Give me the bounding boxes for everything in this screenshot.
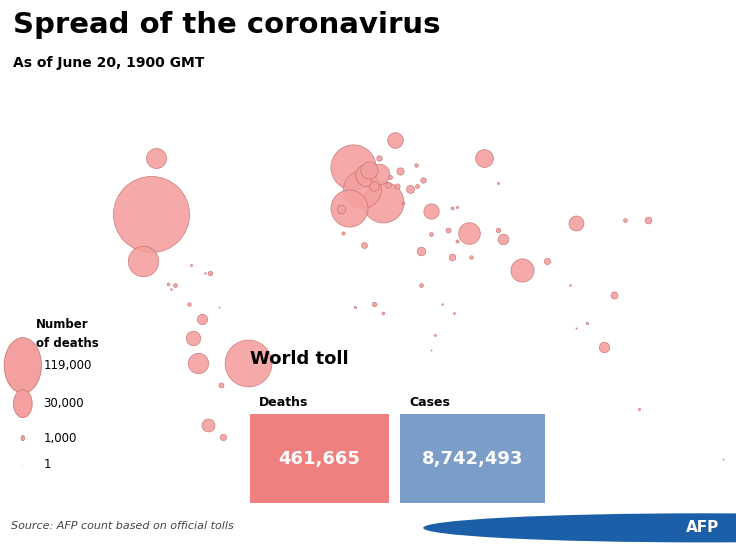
Point: [205, 269, 216, 277]
Point: [497, 235, 509, 243]
Point: [478, 154, 489, 162]
Point: [436, 300, 447, 309]
Text: 30,000: 30,000: [43, 397, 84, 410]
Point: [360, 171, 372, 179]
Point: [564, 281, 576, 290]
Point: [137, 256, 149, 265]
Point: [185, 261, 197, 270]
Point: [377, 197, 389, 206]
Text: Source: AFP count based on official tolls: Source: AFP count based on official toll…: [11, 521, 234, 531]
Point: [146, 210, 158, 218]
Point: [414, 281, 426, 290]
Text: Cases: Cases: [409, 396, 450, 409]
Point: [492, 225, 504, 234]
Point: [446, 203, 458, 212]
Point: [465, 253, 477, 262]
Point: [343, 203, 355, 212]
Point: [446, 253, 458, 262]
Text: 8,742,493: 8,742,493: [422, 450, 523, 468]
Point: [242, 358, 254, 367]
Point: [350, 302, 361, 311]
Point: [411, 182, 423, 190]
Point: [492, 178, 504, 187]
Point: [634, 405, 645, 414]
Point: [202, 421, 214, 429]
Point: [394, 166, 406, 175]
Point: [163, 280, 174, 288]
Point: [199, 269, 211, 278]
Point: [217, 433, 229, 442]
Point: [425, 207, 437, 216]
Point: [516, 265, 528, 274]
Point: [363, 165, 375, 174]
Point: [369, 182, 381, 190]
Point: [425, 230, 437, 238]
Point: [417, 176, 428, 184]
Point: [448, 309, 460, 318]
Text: World toll: World toll: [250, 350, 349, 368]
Point: [442, 225, 454, 234]
Point: [429, 330, 441, 339]
Point: [358, 241, 369, 249]
Text: 1: 1: [43, 458, 51, 472]
Point: [377, 309, 389, 318]
Circle shape: [21, 435, 24, 441]
Point: [382, 180, 394, 189]
Point: [411, 161, 422, 170]
Point: [213, 302, 224, 311]
Point: [183, 300, 195, 309]
Point: [581, 318, 592, 327]
Point: [414, 247, 426, 255]
Point: [169, 281, 180, 290]
Point: [451, 202, 463, 211]
Circle shape: [4, 337, 41, 393]
Point: [347, 163, 359, 172]
Text: 461,665: 461,665: [278, 450, 361, 468]
Point: [355, 185, 367, 194]
Text: of deaths: of deaths: [35, 336, 99, 350]
Point: [196, 315, 208, 324]
Point: [149, 154, 161, 162]
Point: [389, 135, 401, 144]
Point: [337, 228, 349, 237]
Point: [404, 185, 416, 194]
Point: [215, 380, 227, 389]
Point: [165, 284, 177, 293]
Point: [372, 154, 384, 162]
Point: [335, 205, 347, 214]
Point: [541, 256, 553, 265]
Text: AFP: AFP: [686, 520, 720, 536]
Bar: [250, 415, 389, 503]
Text: 119,000: 119,000: [43, 359, 92, 372]
Bar: [400, 415, 545, 503]
Circle shape: [13, 390, 32, 417]
Text: Spread of the coronavirus: Spread of the coronavirus: [13, 11, 440, 39]
Point: [397, 199, 409, 207]
Point: [463, 228, 475, 237]
Point: [192, 358, 204, 367]
Point: [369, 300, 381, 309]
Point: [392, 182, 403, 190]
Text: Number: Number: [35, 317, 88, 330]
Point: [570, 219, 582, 228]
Text: As of June 20, 1900 GMT: As of June 20, 1900 GMT: [13, 56, 205, 69]
Point: [425, 346, 437, 355]
Point: [598, 343, 609, 352]
Point: [619, 216, 631, 225]
Point: [608, 290, 620, 299]
Text: Deaths: Deaths: [259, 396, 308, 409]
Point: [451, 237, 463, 246]
Point: [718, 455, 729, 463]
Point: [188, 334, 199, 342]
Point: [404, 417, 416, 426]
Point: [372, 169, 384, 178]
Point: [384, 172, 396, 181]
Point: [642, 216, 654, 225]
Circle shape: [423, 513, 736, 543]
Point: [570, 323, 582, 332]
Text: 1,000: 1,000: [43, 432, 77, 445]
